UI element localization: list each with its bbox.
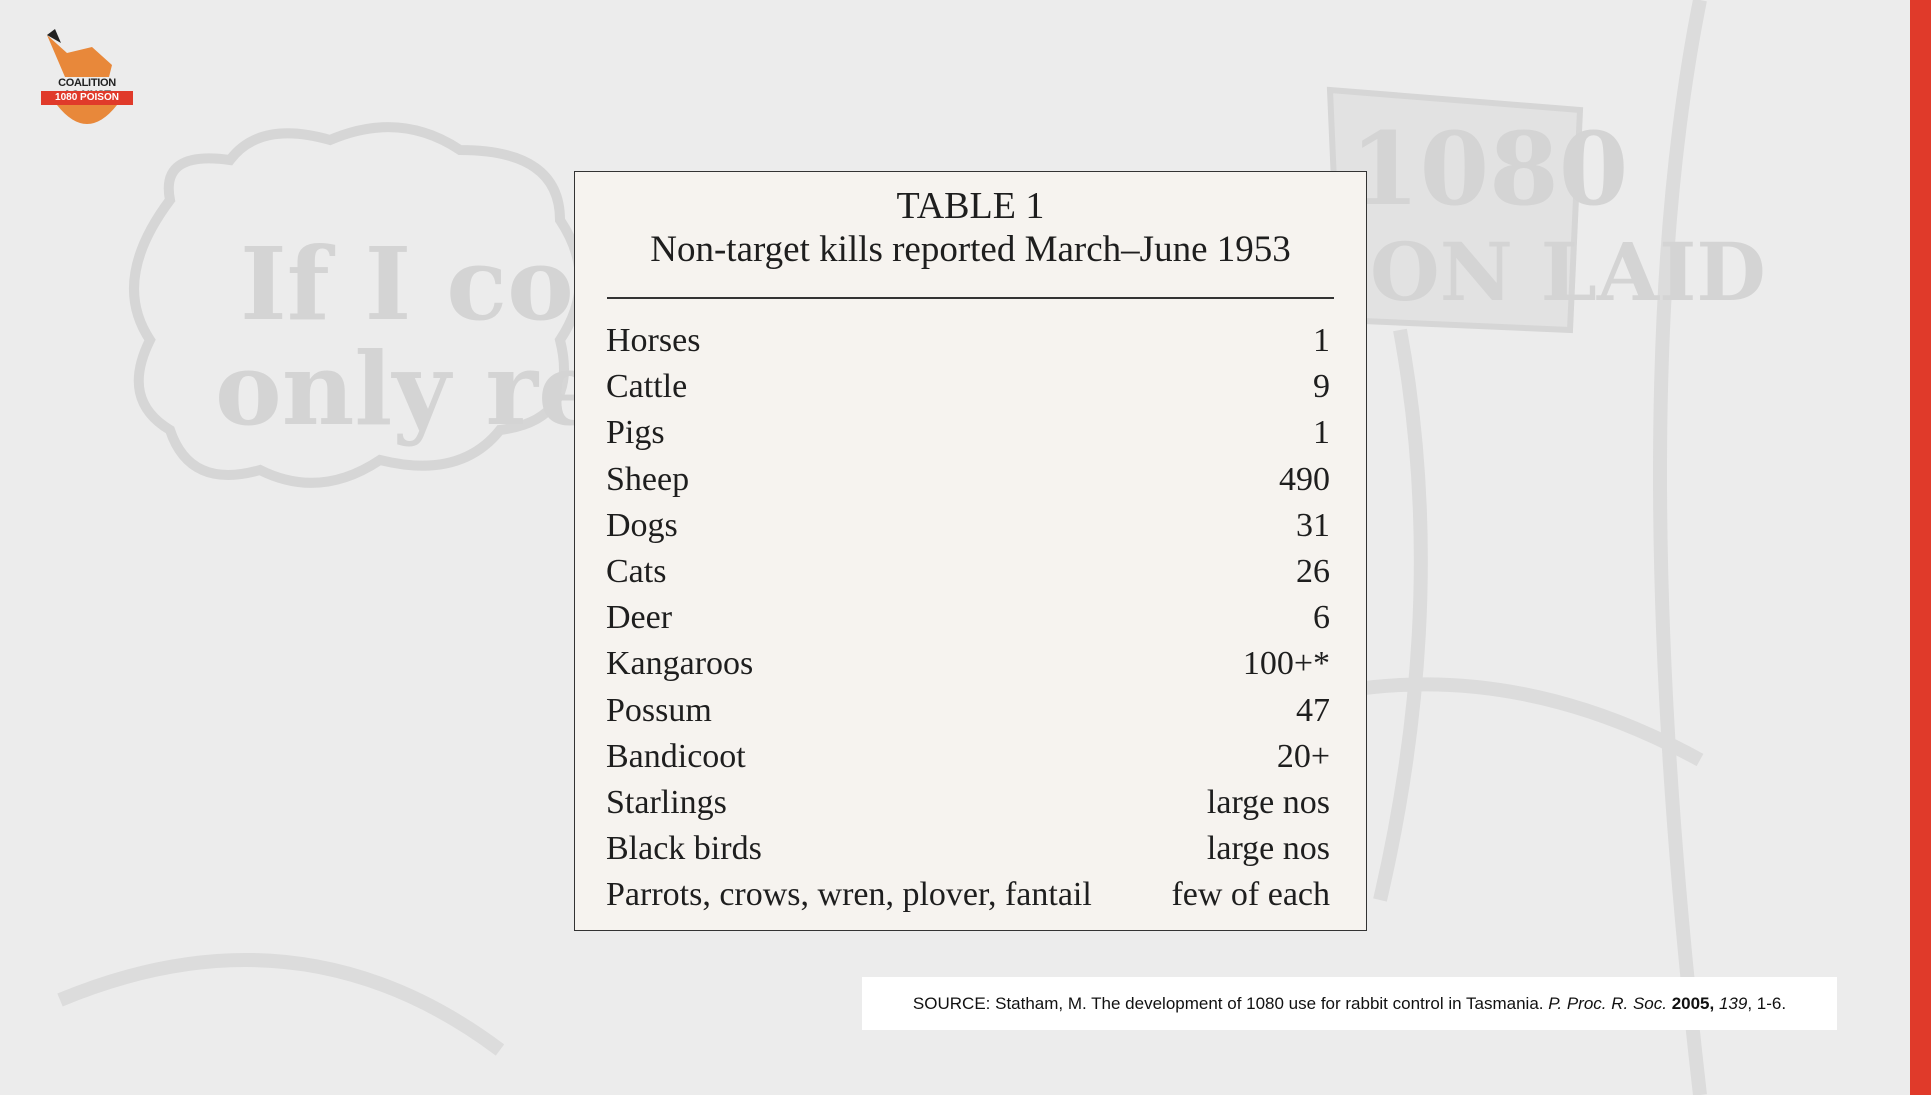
- row-value: 9: [1313, 368, 1330, 406]
- row-label: Horses: [606, 322, 700, 360]
- row-value: 47: [1296, 692, 1330, 730]
- source-volume: 139: [1714, 994, 1747, 1013]
- source-text: SOURCE: Statham, M. The development of 1…: [913, 994, 1548, 1013]
- row-value: 26: [1296, 553, 1330, 591]
- table-image: TABLE 1 Non-target kills reported March–…: [574, 171, 1367, 931]
- row-label: Cattle: [606, 368, 687, 406]
- row-label: Dogs: [606, 507, 678, 545]
- table-row: Possum 47: [606, 692, 1330, 738]
- table-row: Parrots, crows, wren, plover, fantail few…: [606, 876, 1330, 922]
- sign-text: ON LAID: [1370, 225, 1766, 319]
- table-row: Dogs 31: [606, 507, 1330, 553]
- row-value: few of each: [1171, 876, 1330, 914]
- table-row: Cats 26: [606, 553, 1330, 599]
- row-label: Possum: [606, 692, 712, 730]
- sign-text: 1080: [1350, 110, 1628, 228]
- source-citation: SOURCE: Statham, M. The development of 1…: [862, 977, 1837, 1030]
- row-value: 6: [1313, 599, 1330, 637]
- row-label: Pigs: [606, 414, 665, 452]
- row-value: 490: [1279, 461, 1330, 499]
- row-label: Black birds: [606, 830, 762, 868]
- table-row: Pigs 1: [606, 414, 1330, 460]
- accent-bar: [1910, 0, 1931, 1095]
- table-row: Kangaroos 100+*: [606, 645, 1330, 691]
- table-row: Bandicoot 20+: [606, 738, 1330, 784]
- page: {"logo": {"line1": "COALITION AGAINST", …: [0, 0, 1931, 1095]
- row-value: 31: [1296, 507, 1330, 545]
- source-journal: P. Proc. R. Soc.: [1548, 994, 1667, 1013]
- table-subtitle: Non-target kills reported March–June 195…: [575, 228, 1366, 271]
- table-title: TABLE 1: [575, 184, 1366, 228]
- row-label: Cats: [606, 553, 666, 591]
- row-value: large nos: [1207, 830, 1330, 868]
- source-pages: , 1-6.: [1747, 994, 1786, 1013]
- table-rule: [607, 297, 1334, 299]
- row-label: Sheep: [606, 461, 689, 499]
- logo: COALITION AGAINST 1080 POISON: [37, 25, 137, 135]
- table-row: Cattle 9: [606, 368, 1330, 414]
- row-label: Bandicoot: [606, 738, 746, 776]
- row-label: Parrots, crows, wren, plover, fantail: [606, 876, 1092, 914]
- table-row: Horses 1: [606, 322, 1330, 368]
- row-label: Starlings: [606, 784, 727, 822]
- row-value: 1: [1313, 414, 1330, 452]
- table-row: Deer 6: [606, 599, 1330, 645]
- row-value: 1: [1313, 322, 1330, 360]
- row-label: Deer: [606, 599, 672, 637]
- logo-text: 1080 POISON: [41, 91, 133, 105]
- row-value: 100+*: [1243, 645, 1330, 683]
- table-row: Sheep 490: [606, 461, 1330, 507]
- row-value: 20+: [1277, 738, 1330, 776]
- row-label: Kangaroos: [606, 645, 753, 683]
- table-row: Starlings large nos: [606, 784, 1330, 830]
- table-row: Black birds large nos: [606, 830, 1330, 876]
- row-value: large nos: [1207, 784, 1330, 822]
- source-year: 2005,: [1667, 994, 1714, 1013]
